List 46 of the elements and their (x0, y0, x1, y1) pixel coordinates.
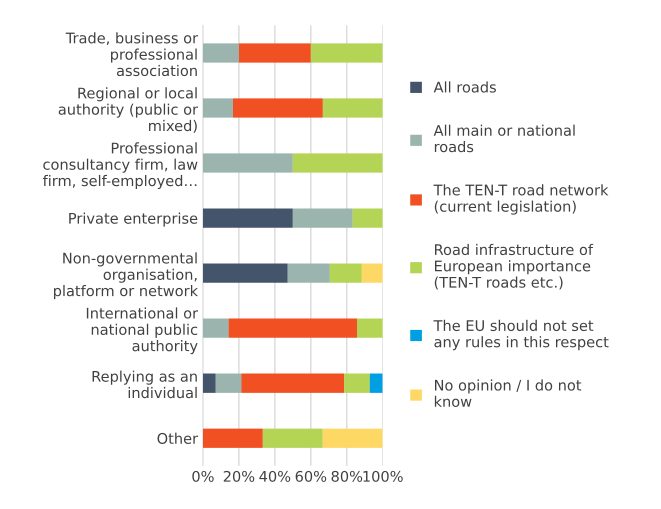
bar (352, 208, 383, 228)
x-tick-label: 40% (259, 470, 290, 482)
bar (202, 153, 293, 173)
bar (370, 374, 383, 393)
bar (202, 208, 293, 228)
legend-label: All main or national roads (434, 124, 575, 152)
legend-label: Road infrastructure of European importance (TEN-T roads etc.) (434, 244, 594, 290)
y-tick-label: Replying as an individual (92, 370, 197, 398)
bar (344, 374, 370, 393)
y-tick-label: Private enterprise (69, 212, 198, 227)
bar (202, 263, 288, 283)
bar (310, 43, 383, 63)
bar (202, 374, 216, 393)
bar (357, 318, 383, 338)
y-tick-label: Regional or local authority (public or mixed) (58, 87, 198, 133)
x-tick-label: 80% (332, 470, 362, 482)
legend-label: All roads (434, 81, 496, 93)
x-tick-label: 60% (296, 470, 326, 482)
bar (202, 318, 229, 338)
y-tick-label: Professional consultancy firm, law firm, self-employed… (42, 142, 198, 190)
bar (292, 153, 383, 173)
legend-label: No opinion / I do not know (434, 379, 582, 408)
bar (238, 43, 311, 63)
bar (292, 208, 353, 228)
bar (322, 98, 383, 118)
x-tick-label: 0% (192, 470, 214, 482)
bar (202, 43, 239, 63)
x-tick-label: 20% (224, 470, 254, 482)
bar (202, 98, 233, 118)
bar (228, 318, 358, 338)
y-tick-label: Other (157, 432, 198, 444)
bar (288, 263, 330, 283)
y-tick-label: Trade, business or professional association (66, 32, 198, 76)
legend-label: The TEN-T road network (current legislation) (434, 184, 608, 215)
bar (216, 374, 242, 393)
bar (202, 428, 263, 448)
bar (362, 263, 383, 283)
x-tick-label: 100% (363, 470, 403, 482)
y-tick-label: Non-governmental organisation, platform or network (54, 252, 198, 300)
bar (322, 428, 383, 448)
y-tick-label: International or national public authority (86, 307, 198, 354)
legend-label: The EU should not set any rules in this respect (434, 320, 609, 350)
bar (241, 374, 344, 393)
bar (232, 98, 323, 118)
bar (262, 428, 323, 448)
bar (330, 263, 362, 283)
